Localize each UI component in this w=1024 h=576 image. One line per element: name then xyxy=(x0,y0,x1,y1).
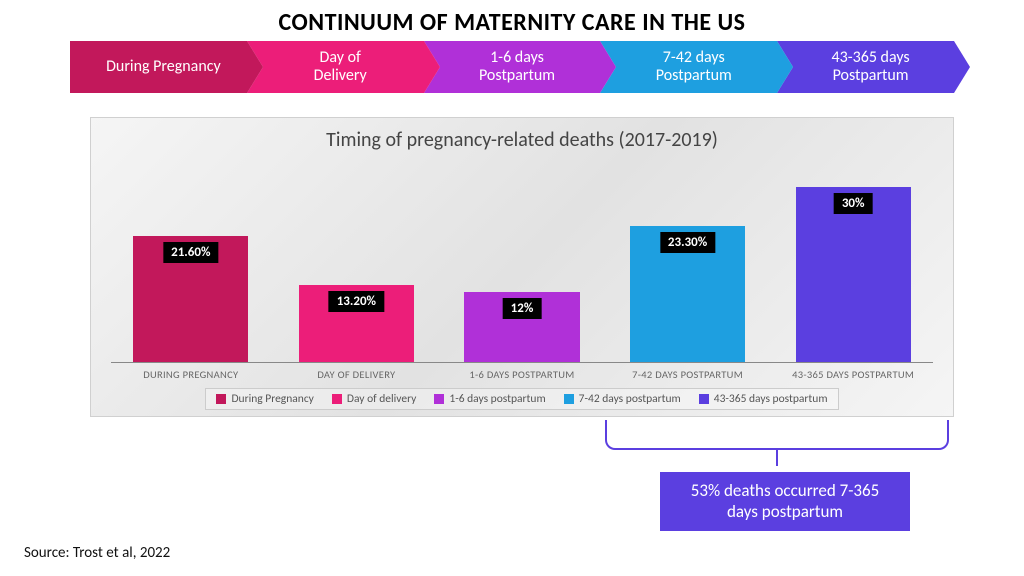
chart-title: Timing of pregnancy-related deaths (2017… xyxy=(111,128,933,152)
chevron-label: 7-42 daysPostpartum xyxy=(656,49,732,84)
legend-swatch xyxy=(216,394,226,404)
callout-box: 53% deaths occurred 7-365 days postpartu… xyxy=(660,472,910,531)
chevron-label: During Pregnancy xyxy=(106,58,221,76)
legend-label: During Pregnancy xyxy=(231,392,313,406)
legend-item: During Pregnancy xyxy=(216,392,313,406)
bar-value-label: 13.20% xyxy=(329,291,384,312)
chevron-stage-3: 7-42 daysPostpartum xyxy=(600,41,777,93)
legend-label: 43-365 days postpartum xyxy=(714,392,828,406)
legend-item: 1-6 days postpartum xyxy=(434,392,545,406)
chevron-stage-0: During Pregnancy xyxy=(70,41,247,93)
legend-label: 1-6 days postpartum xyxy=(449,392,545,406)
chevron-label: 43-365 daysPostpartum xyxy=(831,49,909,84)
x-tick-label: 43-365 DAYS POSTPARTUM xyxy=(779,369,927,382)
chart-panel: Timing of pregnancy-related deaths (2017… xyxy=(90,117,954,417)
bar-slot: 12% xyxy=(448,158,596,362)
x-tick-label: DAY OF DELIVERY xyxy=(283,369,431,382)
x-tick-label: 7-42 DAYS POSTPARTUM xyxy=(614,369,762,382)
bar: 23.30% xyxy=(630,226,745,362)
bar: 21.60% xyxy=(133,236,248,362)
callout-bracket-stem xyxy=(776,450,778,466)
bar: 12% xyxy=(464,292,579,362)
bar-slot: 13.20% xyxy=(283,158,431,362)
x-tick-label: DURING PREGNANCY xyxy=(117,369,265,382)
legend-swatch xyxy=(434,394,444,404)
bar-slot: 21.60% xyxy=(117,158,265,362)
chart-plot: 21.60% 13.20% 12% 23.30% 30% xyxy=(111,158,933,363)
legend-item: 7-42 days postpartum xyxy=(564,392,681,406)
legend-swatch xyxy=(332,394,342,404)
source-citation: Source: Trost et al, 2022 xyxy=(24,544,170,562)
chevron-label: Day ofDelivery xyxy=(314,49,367,84)
chevron-stage-4: 43-365 daysPostpartum xyxy=(777,41,954,93)
callout-bracket xyxy=(605,420,949,450)
page-title: CONTINUUM OF MATERNITY CARE IN THE US xyxy=(0,0,1024,37)
continuum-chevrons: During Pregnancy Day ofDelivery 1-6 daysPo… xyxy=(70,41,954,93)
bar-slot: 23.30% xyxy=(614,158,762,362)
bar-value-label: 21.60% xyxy=(163,242,218,263)
bar-value-label: 12% xyxy=(503,298,542,319)
chart-legend: During Pregnancy Day of delivery 1-6 days … xyxy=(205,388,838,410)
legend-label: 7-42 days postpartum xyxy=(579,392,681,406)
legend-item: Day of delivery xyxy=(332,392,416,406)
legend-item: 43-365 days postpartum xyxy=(699,392,828,406)
x-tick-label: 1-6 DAYS POSTPARTUM xyxy=(448,369,596,382)
bar: 30% xyxy=(796,187,911,362)
bar-value-label: 23.30% xyxy=(660,232,715,253)
bar: 13.20% xyxy=(299,285,414,362)
chart-x-axis: DURING PREGNANCY DAY OF DELIVERY 1-6 DAYS … xyxy=(111,363,933,382)
legend-label: Day of delivery xyxy=(347,392,416,406)
chevron-stage-2: 1-6 daysPostpartum xyxy=(424,41,601,93)
bar-slot: 30% xyxy=(779,158,927,362)
bar-value-label: 30% xyxy=(834,193,873,214)
chevron-label: 1-6 daysPostpartum xyxy=(479,49,555,84)
chevron-stage-1: Day ofDelivery xyxy=(247,41,424,93)
legend-swatch xyxy=(699,394,709,404)
legend-swatch xyxy=(564,394,574,404)
